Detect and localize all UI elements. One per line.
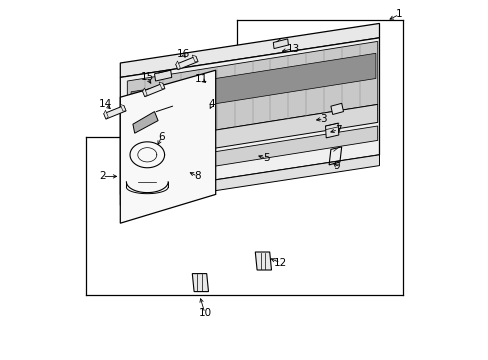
Polygon shape <box>192 55 198 62</box>
Polygon shape <box>120 155 379 205</box>
Polygon shape <box>176 61 180 70</box>
Text: 2: 2 <box>99 171 105 181</box>
Polygon shape <box>103 110 108 119</box>
Text: 10: 10 <box>198 308 211 318</box>
Text: 3: 3 <box>320 114 326 124</box>
Text: 9: 9 <box>332 161 339 171</box>
Polygon shape <box>159 82 164 89</box>
Polygon shape <box>176 56 198 70</box>
Polygon shape <box>142 88 147 97</box>
Text: 16: 16 <box>176 49 189 59</box>
Polygon shape <box>142 83 164 97</box>
Text: 4: 4 <box>208 99 215 109</box>
Text: 14: 14 <box>99 99 112 109</box>
Text: 11: 11 <box>194 74 207 84</box>
Polygon shape <box>127 104 377 162</box>
Polygon shape <box>103 105 126 119</box>
Polygon shape <box>120 104 126 111</box>
Polygon shape <box>192 274 208 292</box>
Polygon shape <box>325 123 338 138</box>
Polygon shape <box>133 112 158 133</box>
Polygon shape <box>127 126 377 180</box>
Polygon shape <box>154 70 171 81</box>
Polygon shape <box>131 53 375 117</box>
Text: 5: 5 <box>262 153 269 163</box>
Polygon shape <box>330 103 343 114</box>
Text: 1: 1 <box>395 9 402 19</box>
Polygon shape <box>255 252 271 270</box>
Polygon shape <box>120 70 215 223</box>
Text: 6: 6 <box>158 132 164 142</box>
Polygon shape <box>127 41 377 144</box>
Text: 15: 15 <box>141 72 154 82</box>
Text: 7: 7 <box>334 125 341 135</box>
Polygon shape <box>120 23 379 77</box>
Text: 12: 12 <box>273 258 286 268</box>
Polygon shape <box>273 39 288 49</box>
Polygon shape <box>120 38 379 194</box>
Text: 13: 13 <box>286 44 299 54</box>
Text: 8: 8 <box>194 171 201 181</box>
